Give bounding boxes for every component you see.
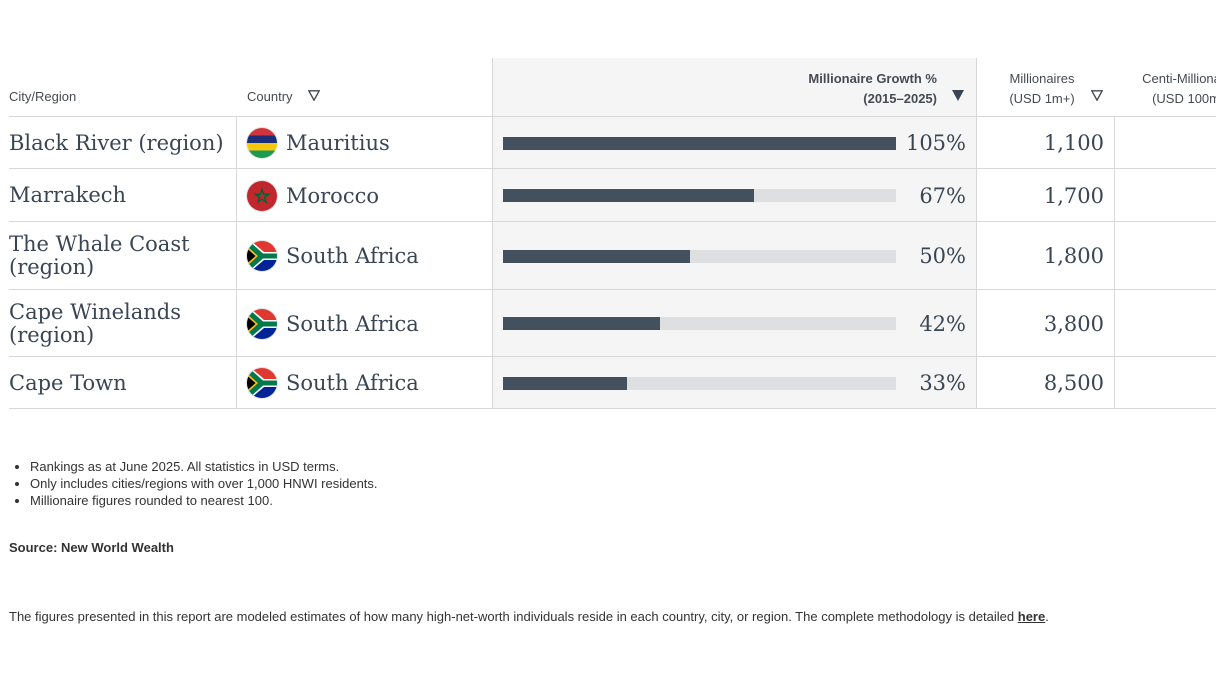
table-row: Marrakech Morocco 67% 1,700 — [9, 168, 1216, 222]
millionaires-value: 8,500 — [1043, 371, 1104, 395]
note-item: Millionaire figures rounded to nearest 1… — [30, 492, 378, 509]
table-row: Cape Winelands (region) South Africa 42% 3,8… — [9, 289, 1216, 357]
south-africa-flag-icon — [247, 308, 277, 339]
header-country[interactable]: Country — [247, 89, 293, 104]
sort-descending-icon[interactable] — [952, 90, 964, 101]
growth-value: 42% — [919, 311, 966, 336]
city-name: The Whale Coast — [9, 232, 190, 256]
source-note: Source: New World Wealth — [9, 540, 174, 555]
city-cell: Cape Town — [9, 357, 229, 409]
country-name: Mauritius — [286, 131, 390, 155]
city-cell: The Whale Coast (region) — [9, 222, 229, 290]
table-row: The Whale Coast (region) South Africa 50% 1,… — [9, 221, 1216, 290]
south-africa-flag-icon — [247, 368, 277, 398]
country-name: Morocco — [286, 183, 379, 208]
header-city: City/Region — [9, 89, 77, 104]
city-name: Cape Town — [9, 370, 127, 395]
note-item: Only includes cities/regions with over 1… — [30, 475, 378, 492]
millionaires-value: 1,700 — [1043, 183, 1104, 208]
country-cell: South Africa — [247, 357, 419, 409]
header-millionaires[interactable]: Millionaires (USD 1m+) — [999, 69, 1085, 109]
growth-value: 105% — [905, 131, 966, 155]
growth-bar — [503, 137, 896, 150]
methodology-note: The figures presented in this report are… — [9, 609, 1049, 624]
header-growth[interactable]: Millionaire Growth % (2015–2025) — [789, 69, 937, 109]
methodology-end: . — [1045, 609, 1049, 624]
city-name-cont: (region) — [9, 255, 95, 279]
city-name: Marrakech — [9, 183, 127, 207]
city-cell: Black River (region) — [9, 117, 229, 169]
filter-triangle-icon[interactable] — [1091, 90, 1103, 101]
notes-list: Rankings as at June 2025. All statistics… — [9, 458, 378, 509]
header-centi-millionaires[interactable]: Centi-Millionaires (USD 100m+) — [1137, 69, 1216, 109]
note-item: Rankings as at June 2025. All statistics… — [30, 458, 378, 475]
city-name: Black River (region) — [9, 130, 224, 155]
country-cell: Mauritius — [247, 117, 390, 169]
country-cell: Morocco — [247, 169, 379, 222]
table-row: Black River (region) Mauritius 105% 1,100 — [9, 116, 1216, 169]
city-cell: Cape Winelands (region) — [9, 290, 229, 357]
header-growth-line1: Millionaire Growth % — [808, 71, 937, 86]
mauritius-flag-icon — [247, 128, 277, 158]
header-millionaires-line1: Millionaires — [1009, 71, 1075, 86]
column-divider — [1114, 116, 1115, 409]
wealth-table: City/Region Country Millionaire Growth %… — [9, 58, 1216, 409]
growth-bar — [503, 189, 754, 202]
table-header: City/Region Country Millionaire Growth %… — [9, 58, 1216, 116]
city-name: Cape Winelands — [9, 299, 181, 324]
header-millionaires-line2: (USD 1m+) — [1009, 91, 1075, 106]
header-centi-line1: Centi-Millionaires — [1142, 71, 1216, 86]
column-divider — [976, 58, 977, 409]
growth-bar — [503, 377, 627, 390]
column-divider — [236, 116, 237, 409]
country-name: South Africa — [286, 311, 419, 336]
morocco-flag-icon — [247, 180, 277, 211]
city-name-cont: (region) — [9, 322, 95, 347]
table-bottom-border — [9, 408, 1216, 409]
country-name: South Africa — [286, 244, 419, 268]
millionaires-value: 3,800 — [1043, 311, 1104, 336]
growth-bar-track — [503, 377, 896, 390]
growth-bar-track — [503, 250, 896, 263]
growth-bar-track — [503, 189, 896, 202]
table-row: Cape Town South Africa 33% 8,500 — [9, 356, 1216, 409]
filter-triangle-icon[interactable] — [308, 90, 320, 101]
growth-value: 50% — [919, 244, 966, 268]
growth-bar-track — [503, 137, 896, 150]
growth-value: 33% — [919, 371, 966, 395]
header-growth-line2: (2015–2025) — [863, 91, 937, 106]
methodology-link[interactable]: here — [1017, 609, 1046, 624]
south-africa-flag-icon — [247, 241, 277, 271]
millionaires-value: 1,100 — [1043, 131, 1104, 155]
city-cell: Marrakech — [9, 169, 229, 222]
header-centi-line2: (USD 100m+) — [1152, 91, 1216, 106]
column-divider — [492, 58, 493, 409]
millionaires-value: 1,800 — [1043, 244, 1104, 268]
growth-bar — [503, 317, 660, 330]
country-name: South Africa — [286, 371, 419, 395]
country-cell: South Africa — [247, 290, 419, 357]
growth-value: 67% — [919, 183, 966, 208]
methodology-text: The figures presented in this report are… — [9, 609, 1018, 624]
country-cell: South Africa — [247, 222, 419, 290]
growth-bar — [503, 250, 690, 263]
growth-bar-track — [503, 317, 896, 330]
